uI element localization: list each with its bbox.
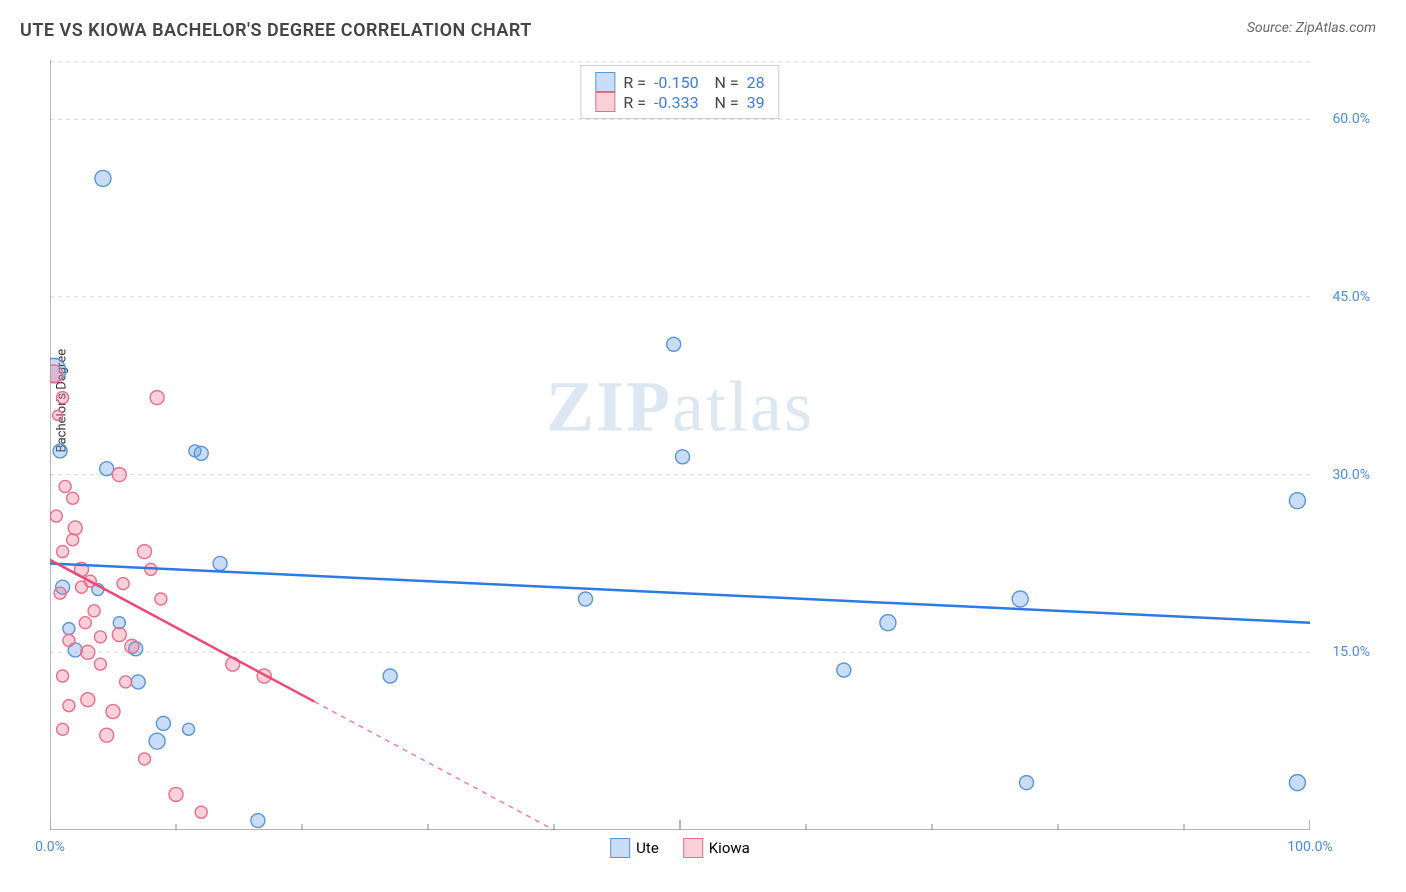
stats-legend-row: R = -0.150 N = 28 (595, 72, 764, 92)
series-legend-item: Kiowa (683, 838, 750, 858)
y-tick-label: 15.0% (1332, 644, 1370, 660)
series-name: Ute (636, 839, 659, 857)
chart-container: Bachelor's Degree 15.0%30.0%45.0%60.0% 0… (50, 60, 1310, 830)
source-text: Source: ZipAtlas.com (1247, 20, 1376, 36)
series-legend-item: Ute (610, 838, 659, 858)
r-value: -0.150 (654, 73, 699, 92)
legend-swatch-icon (683, 838, 703, 858)
series-name: Kiowa (709, 839, 750, 857)
y-tick-label: 30.0% (1332, 467, 1370, 483)
n-label: N = (707, 93, 739, 112)
legend-swatch-icon (595, 72, 615, 92)
x-tick-label: 100.0% (1287, 839, 1332, 855)
n-value: 39 (747, 93, 765, 112)
stats-legend-row: R = -0.333 N = 39 (595, 92, 764, 112)
n-label: N = (707, 73, 739, 92)
r-label: R = (623, 73, 646, 92)
x-tick-label: 0.0% (35, 839, 65, 855)
chart-title: UTE VS KIOWA BACHELOR'S DEGREE CORRELATI… (20, 20, 532, 41)
stats-legend: R = -0.150 N = 28R = -0.333 N = 39 (580, 65, 779, 119)
legend-swatch-icon (610, 838, 630, 858)
r-value: -0.333 (654, 93, 699, 112)
legend-swatch-icon (595, 92, 615, 112)
scatter-plot (50, 60, 1310, 830)
series-legend: Ute Kiowa (610, 838, 750, 858)
r-label: R = (623, 93, 646, 112)
y-tick-label: 45.0% (1332, 289, 1370, 305)
y-tick-label: 60.0% (1332, 111, 1370, 127)
n-value: 28 (747, 73, 765, 92)
